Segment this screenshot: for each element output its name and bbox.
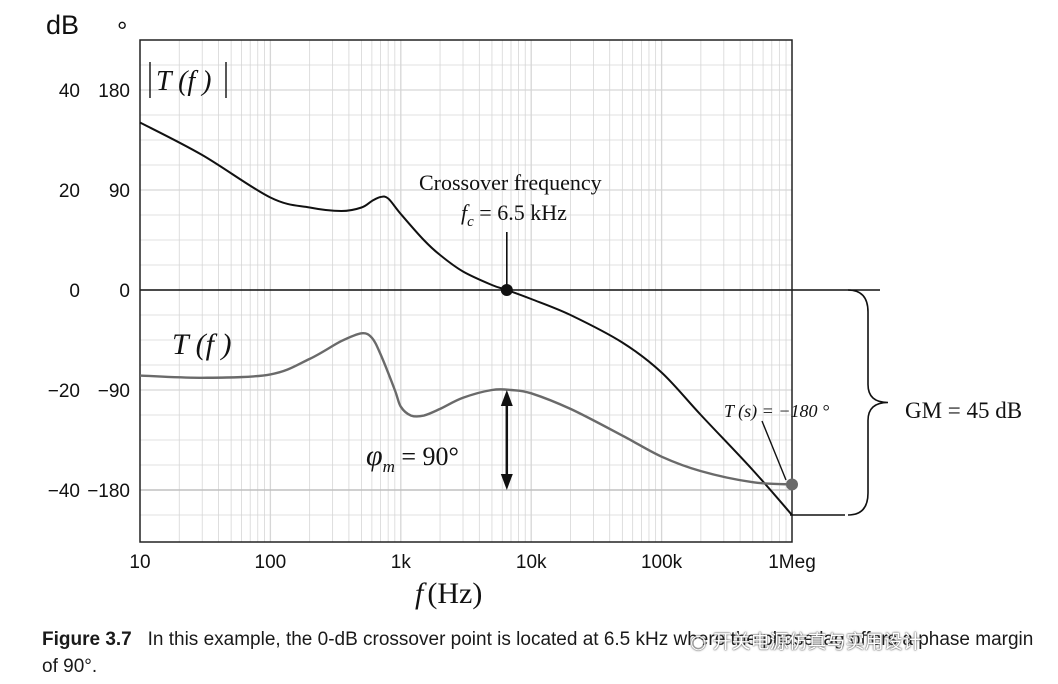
bode-chart: dB ° 40 20 0 −20 −40 180 90 0 −90 −180 10 100 1k 10k… bbox=[46, 10, 1022, 610]
magnitude-label-group: T (f ) bbox=[149, 62, 227, 98]
y-db-tick-label: −40 bbox=[48, 481, 80, 502]
x-axis-unit: (Hz) bbox=[427, 577, 482, 610]
pm-arrow-head-up bbox=[500, 390, 513, 406]
caption-figure-number: Figure 3.7 bbox=[42, 629, 132, 650]
phase-margin-arrow bbox=[500, 390, 513, 490]
crossover-sub: c bbox=[467, 214, 474, 230]
x-axis-var: f bbox=[415, 577, 427, 610]
pm-arrow-head-down bbox=[500, 474, 513, 490]
y-deg-tick-label: −90 bbox=[98, 381, 130, 402]
x-tick-label: 100k bbox=[641, 552, 683, 573]
phase-crossover-point bbox=[786, 478, 798, 491]
series-phase-line bbox=[139, 332, 793, 486]
x-axis-ticks: 10 100 1k 10k 100k 1Meg bbox=[129, 552, 815, 573]
db-unit-label: dB bbox=[46, 10, 79, 40]
y-deg-tick-label: 180 bbox=[98, 81, 130, 102]
y-db-tick-label: 20 bbox=[59, 181, 80, 202]
crossover-title: Crossover frequency bbox=[419, 170, 602, 195]
ts-label: T (s) = −180 ° bbox=[724, 401, 829, 422]
crossover-point bbox=[500, 284, 513, 296]
phase-label: T (f ) bbox=[172, 328, 231, 361]
phase-margin-label: φm = 90° bbox=[366, 439, 459, 476]
phi-sub: m bbox=[383, 457, 395, 476]
y-db-tick-label: 40 bbox=[59, 81, 80, 102]
gm-brace-curve bbox=[847, 289, 889, 516]
phi-symbol: φ bbox=[366, 439, 383, 472]
figure-caption: Figure 3.7 In this example, the 0-dB cro… bbox=[42, 626, 1042, 680]
y-deg-tick-label: 0 bbox=[119, 281, 130, 302]
deg-unit-label: ° bbox=[117, 16, 127, 46]
x-tick-label: 10 bbox=[129, 552, 150, 573]
crossover-val: = 6.5 kHz bbox=[474, 200, 567, 225]
caption-text: In this example, the 0-dB crossover poin… bbox=[42, 629, 1034, 677]
x-tick-label: 100 bbox=[255, 552, 287, 573]
phi-value: = 90° bbox=[395, 442, 459, 471]
crossover-var: f bbox=[461, 200, 470, 225]
magnitude-label: T (f ) bbox=[156, 66, 212, 97]
y-axis-ticks: 40 20 0 −20 −40 180 90 0 −90 −180 bbox=[48, 81, 130, 502]
x-tick-label: 1k bbox=[391, 552, 412, 573]
y-deg-tick-label: 90 bbox=[109, 181, 130, 202]
watermark: ◉ 开关电源仿真与实用设计 bbox=[690, 631, 922, 653]
x-axis-label: f (Hz) bbox=[415, 577, 482, 610]
series-magnitude-line bbox=[139, 121, 793, 516]
gain-margin-brace bbox=[790, 289, 889, 516]
x-tick-label: 10k bbox=[516, 552, 547, 573]
gain-margin-label: GM = 45 dB bbox=[905, 398, 1022, 423]
y-db-tick-label: −20 bbox=[48, 381, 80, 402]
crossover-value: fc = 6.5 kHz bbox=[461, 200, 567, 230]
y-deg-tick-label: −180 bbox=[87, 481, 130, 502]
ts-pointer bbox=[761, 420, 787, 481]
x-tick-label: 1Meg bbox=[768, 552, 816, 573]
watermark-text: 开关电源仿真与实用设计 bbox=[712, 631, 922, 653]
y-db-tick-label: 0 bbox=[69, 281, 80, 302]
plot-frame bbox=[139, 39, 793, 543]
